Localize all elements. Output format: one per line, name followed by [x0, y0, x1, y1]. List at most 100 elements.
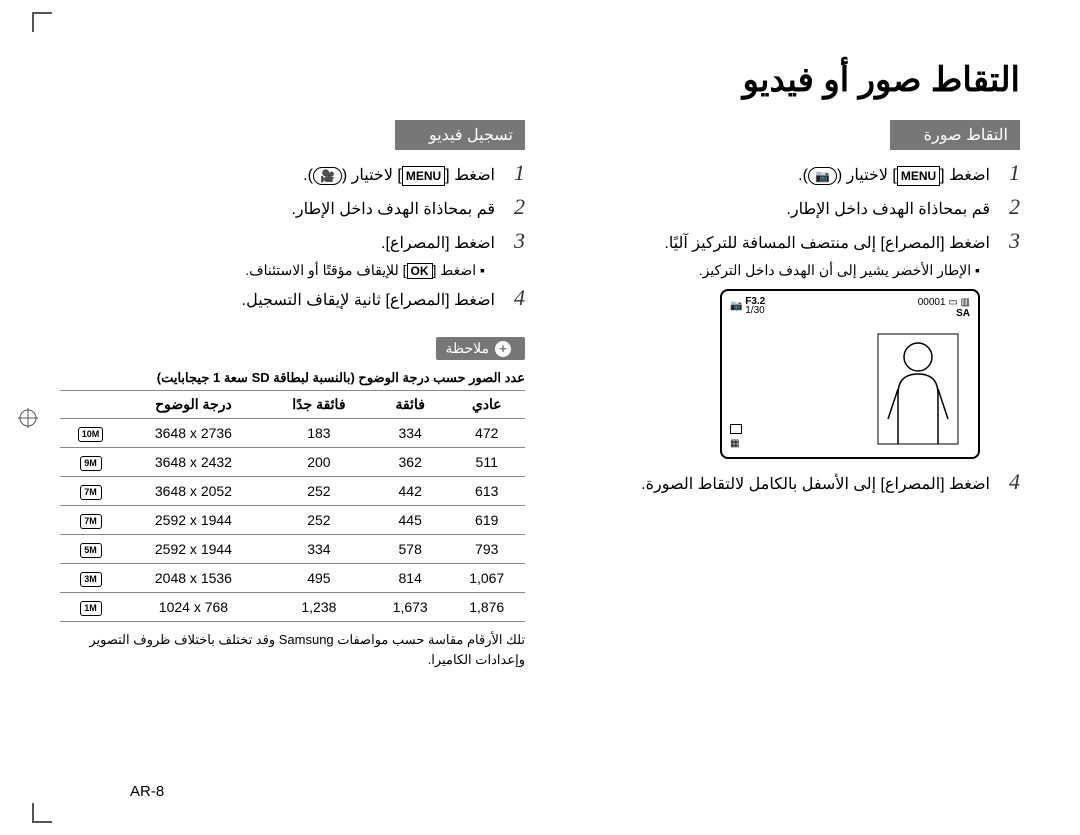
step-text: اضغط [MENU] لاختيار (🎥).	[303, 164, 495, 188]
table-header-cell: فائقة	[372, 391, 449, 419]
res-icon-cell: 5M	[60, 535, 121, 564]
card-icon: ▭	[948, 297, 957, 308]
photo-note-bullet: ▪ الإطار الأخضر يشير إلى أن الهدف داخل ا…	[555, 262, 980, 279]
table-row: 5M2592 x 1944334578793	[60, 535, 525, 564]
val-cell: 1,238	[266, 593, 372, 622]
val-cell: 445	[372, 506, 449, 535]
res-cell: 1024 x 768	[121, 593, 266, 622]
res-icon-cell: 3M	[60, 564, 121, 593]
subject-silhouette	[873, 329, 963, 449]
val-cell: 252	[266, 506, 372, 535]
val-cell: 334	[266, 535, 372, 564]
res-icon-cell: 10M	[60, 419, 121, 448]
registration-mark	[18, 408, 38, 428]
screen-bl: ▦	[730, 424, 742, 449]
menu-button-label: MENU	[897, 166, 940, 186]
step-text: قم بمحاذاة الهدف داخل الإطار.	[291, 198, 495, 222]
step-text: اضغط [المصراع] إلى منتصف المسافة للتركيز…	[664, 232, 990, 256]
val-cell: 578	[372, 535, 449, 564]
ok-button-label: OK	[407, 263, 433, 279]
val-cell: 619	[448, 506, 525, 535]
table-header-cell: فائقة جدًا	[266, 391, 372, 419]
step-item: 3اضغط [المصراع] إلى منتصف المسافة للتركي…	[555, 228, 1020, 256]
page-number: AR-8	[130, 783, 164, 800]
val-cell: 472	[448, 419, 525, 448]
res-cell: 2592 x 1944	[121, 535, 266, 564]
val-cell: 1,067	[448, 564, 525, 593]
step-text: اضغط [المصراع] إلى الأسفل بالكامل لالتقا…	[641, 473, 990, 497]
resolution-table: درجة الوضوحفائقة جدًافائقةعادي 10M3648 x…	[60, 390, 525, 622]
step-item: 2قم بمحاذاة الهدف داخل الإطار.	[60, 194, 525, 222]
res-cell: 2048 x 1536	[121, 564, 266, 593]
val-cell: 495	[266, 564, 372, 593]
camera-icon: 📷	[730, 301, 742, 312]
step-item: 1اضغط [MENU] لاختيار (🎥).	[60, 160, 525, 188]
menu-button-label: MENU	[402, 166, 445, 186]
step-item: 2قم بمحاذاة الهدف داخل الإطار.	[555, 194, 1020, 222]
step-text: اضغط [المصراع].	[381, 232, 495, 256]
step-num: 1	[990, 160, 1020, 186]
step-num: 3	[990, 228, 1020, 254]
step-num: 4	[495, 285, 525, 311]
mode-icon: 🎥	[313, 167, 342, 185]
table-footnote: تلك الأرقام مقاسة حسب مواصفات Samsung وق…	[60, 630, 525, 669]
step-text: قم بمحاذاة الهدف داخل الإطار.	[786, 198, 990, 222]
val-cell: 613	[448, 477, 525, 506]
step-num: 1	[495, 160, 525, 186]
video-note-bullet: ▪ اضغط [OK] للإيقاف مؤقتًا أو الاستئناف.	[60, 262, 485, 279]
crop-mark-tl	[32, 12, 52, 32]
section-header-video: تسجيل فيديو	[395, 120, 525, 150]
step-text: اضغط [MENU] لاختيار (📷).	[798, 164, 990, 188]
val-cell: 793	[448, 535, 525, 564]
mode-icon-1	[730, 424, 742, 434]
res-icon-cell: 7M	[60, 477, 121, 506]
screen-tl: 📷 F3.2 1/30	[730, 297, 765, 315]
val-cell: 183	[266, 419, 372, 448]
val-cell: 334	[372, 419, 449, 448]
step-item: 1اضغط [MENU] لاختيار (📷).	[555, 160, 1020, 188]
capture-photo-column: التقاط صورة 1اضغط [MENU] لاختيار (📷).2قم…	[555, 120, 1020, 669]
table-header-cell	[60, 391, 121, 419]
camera-screen-preview: 📷 F3.2 1/30 00001 ▭ ▥ SA ▦	[720, 289, 980, 459]
res-cell: 3648 x 2432	[121, 448, 266, 477]
val-cell: 362	[372, 448, 449, 477]
step-num: 2	[495, 194, 525, 220]
plus-icon: +	[495, 341, 511, 357]
battery-icon: ▥	[961, 297, 970, 308]
note-badge: + ملاحظة	[436, 337, 526, 360]
record-video-column: تسجيل فيديو 1اضغط [MENU] لاختيار (🎥).2قم…	[60, 120, 525, 669]
step-num: 4	[990, 469, 1020, 495]
res-cell: 2592 x 1944	[121, 506, 266, 535]
res-icon-cell: 7M	[60, 506, 121, 535]
table-row: 7M2592 x 1944252445619	[60, 506, 525, 535]
step-num: 2	[990, 194, 1020, 220]
table-caption: عدد الصور حسب درجة الوضوح (بالنسبة لبطاق…	[60, 370, 525, 386]
res-cell: 3648 x 2052	[121, 477, 266, 506]
val-cell: 1,673	[372, 593, 449, 622]
val-cell: 1,876	[448, 593, 525, 622]
val-cell: 200	[266, 448, 372, 477]
step-text: اضغط [المصراع] ثانية لإيقاف التسجيل.	[242, 289, 495, 313]
crop-mark-bl	[32, 803, 52, 823]
table-header-cell: عادي	[448, 391, 525, 419]
step-item: 3اضغط [المصراع].	[60, 228, 525, 256]
val-cell: 511	[448, 448, 525, 477]
res-cell: 3648 x 2736	[121, 419, 266, 448]
table-row: 7M3648 x 2052252442613	[60, 477, 525, 506]
step-item: 4 اضغط [المصراع] ثانية لإيقاف التسجيل.	[60, 285, 525, 313]
table-header-cell: درجة الوضوح	[121, 391, 266, 419]
page-title: التقاط صور أو فيديو	[60, 30, 1020, 120]
res-icon-cell: 1M	[60, 593, 121, 622]
val-cell: 252	[266, 477, 372, 506]
mode-icon-2: ▦	[730, 438, 742, 449]
table-row: 1M1024 x 7681,2381,6731,876	[60, 593, 525, 622]
table-row: 3M2048 x 15364958141,067	[60, 564, 525, 593]
res-icon-cell: 9M	[60, 448, 121, 477]
val-cell: 814	[372, 564, 449, 593]
val-cell: 442	[372, 477, 449, 506]
step-num: 3	[495, 228, 525, 254]
section-header-photo: التقاط صورة	[890, 120, 1020, 150]
table-row: 10M3648 x 2736183334472	[60, 419, 525, 448]
step-item: 4 اضغط [المصراع] إلى الأسفل بالكامل لالت…	[555, 469, 1020, 497]
table-row: 9M3648 x 2432200362511	[60, 448, 525, 477]
